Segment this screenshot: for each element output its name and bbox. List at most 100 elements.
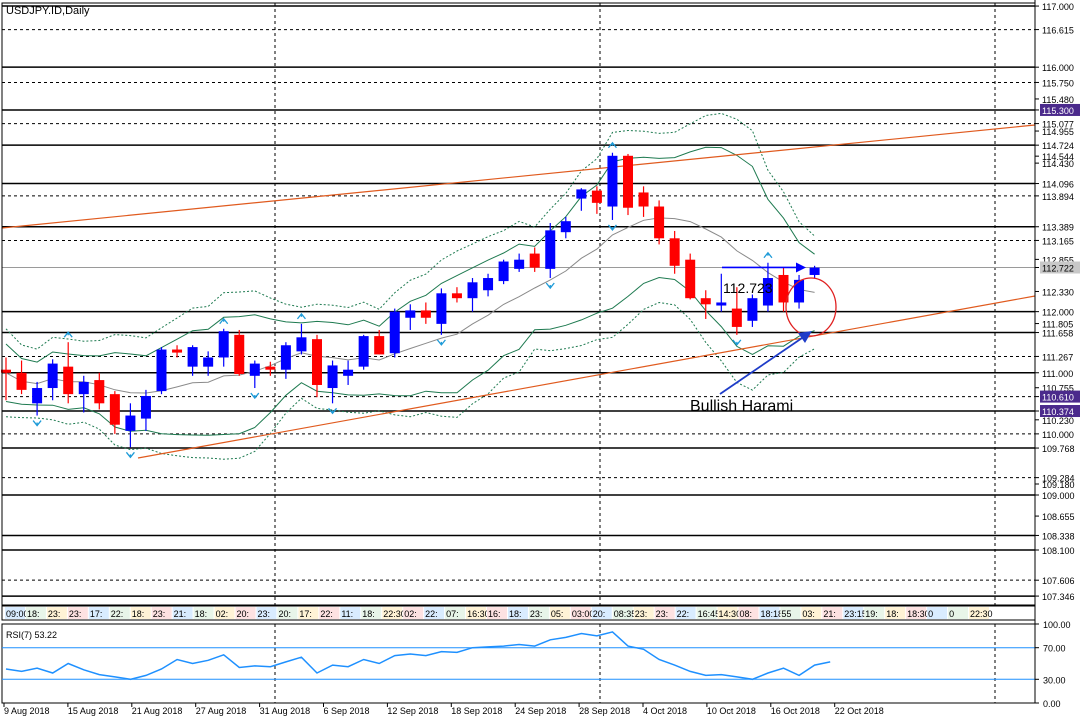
session-strip-cell	[969, 607, 989, 619]
rsi-label: RSI(7) 53.22	[6, 630, 57, 640]
session-strip-cell	[591, 607, 612, 619]
candle-body	[623, 155, 633, 208]
session-strip-cell	[214, 607, 235, 619]
price-label-background	[1040, 405, 1080, 418]
candle-body	[436, 293, 447, 324]
lower-trendline	[137, 295, 1036, 459]
session-strip-cell	[570, 607, 591, 619]
session-strip-cell	[864, 607, 885, 619]
session-strip-cell	[319, 607, 340, 619]
price-label: 114.955	[1042, 127, 1074, 137]
session-strip-label: 11:	[341, 609, 353, 619]
candle-body	[109, 394, 120, 425]
session-strip-label: 17:	[299, 609, 312, 619]
session-strip-label: 18:	[132, 609, 145, 619]
session-strip-label: 18:	[509, 609, 522, 619]
fractal-down-arrow	[328, 407, 338, 415]
session-strip-cell	[361, 607, 382, 619]
price-label: 108.100	[1042, 546, 1075, 556]
candle-body	[794, 279, 805, 303]
trendlines	[1, 124, 1036, 459]
candle-body	[545, 230, 556, 269]
time-label: 12 Sep 2018	[387, 706, 438, 716]
candle-body	[747, 298, 758, 321]
rsi-axis-label: 70.00	[1043, 644, 1066, 654]
session-strip-label: 02:	[216, 609, 229, 619]
chart-title: USDJPY.ID,Daily	[6, 5, 90, 17]
session-strip-label: 20:	[237, 609, 250, 619]
session-strip-label: 16:45	[698, 609, 721, 619]
harami-pointer-line	[719, 335, 806, 395]
lower-band-line	[5, 276, 815, 436]
session-strip-label: 20:	[593, 609, 606, 619]
price-label: 117.000	[1042, 2, 1074, 12]
price-label: 113.165	[1042, 236, 1074, 246]
session-strip-label: 18:	[362, 609, 375, 619]
candle-body	[234, 334, 245, 374]
price-label: 108.338	[1042, 531, 1075, 541]
candle-body	[156, 349, 167, 392]
annotations-layer	[719, 262, 837, 395]
price-label: 112.855	[1042, 255, 1074, 265]
session-strip-cell	[801, 607, 822, 619]
session-strip-cell	[885, 607, 906, 619]
session-strip-cell	[717, 607, 738, 619]
candles	[1, 152, 820, 448]
session-strip-label: 19:	[865, 609, 878, 619]
price-label: 115.750	[1042, 78, 1074, 88]
price-label-background	[1040, 261, 1080, 274]
candle-body	[716, 302, 727, 306]
price-label: 114.096	[1042, 180, 1074, 190]
candle-body	[467, 282, 478, 299]
session-strip-label: 08:	[740, 609, 753, 619]
rsi-axis-label: 30.00	[1043, 675, 1066, 685]
candle-body	[140, 395, 151, 419]
fractal-up-arrow	[763, 251, 773, 259]
session-strip-cell	[46, 607, 67, 619]
session-strip-label: 17:	[90, 609, 103, 619]
candle-body	[249, 363, 260, 376]
candle-body	[187, 347, 198, 367]
harami-highlight-circle	[785, 277, 837, 337]
session-strip-cell	[466, 607, 487, 619]
price-label: 109.000	[1042, 491, 1075, 501]
price-label: 116.615	[1042, 26, 1074, 36]
session-strip-cell	[445, 607, 466, 619]
time-axis: 9 Aug 2018 15 Aug 2018 21 Aug 2018 27 Aug 2…	[2, 702, 1035, 716]
time-label: 10 Oct 2018	[707, 706, 756, 716]
candle-body	[560, 221, 571, 233]
candle-body	[778, 274, 789, 303]
candle-body	[514, 259, 525, 269]
session-strip-label: 22:	[425, 609, 438, 619]
time-label: 18 Sep 2018	[451, 706, 502, 716]
price-label: 114.544	[1042, 152, 1074, 162]
session-strip-cell	[235, 607, 256, 619]
fractal-down-arrow	[607, 224, 617, 232]
upper-trendline	[1, 124, 1036, 229]
price-axis: 117.000 116.615 116.000 115.750 115.480115.3…	[1, 0, 1080, 709]
candle-body	[700, 298, 711, 305]
fractal-up-arrow	[296, 312, 306, 320]
session-strip-cell	[528, 607, 549, 619]
price-label: 112.000	[1042, 308, 1074, 318]
price-label: 109.284	[1042, 474, 1075, 484]
main-pane-frame	[1, 2, 1036, 606]
candle-body	[607, 155, 618, 207]
price-label: 108.655	[1042, 512, 1075, 522]
fractal-down-arrow	[32, 420, 42, 427]
session-strip-label: 16:30	[467, 609, 490, 619]
price-label: 110.755	[1042, 384, 1074, 394]
session-strip-label: 20:	[278, 609, 291, 619]
session-strip-label: 23:	[69, 609, 82, 619]
session-strip-cell	[487, 607, 507, 619]
candle-body	[654, 206, 665, 239]
candle-body	[16, 372, 27, 390]
session-strip-cell	[130, 607, 151, 619]
time-label: 21 Aug 2018	[132, 706, 183, 716]
fractal-down-arrow	[436, 339, 446, 346]
fractal-up-arrow	[219, 317, 229, 325]
rsi-axis-label: 0.00	[1043, 699, 1061, 709]
session-strip-label: 18:	[27, 609, 40, 619]
upper-envelope-line	[5, 112, 815, 350]
